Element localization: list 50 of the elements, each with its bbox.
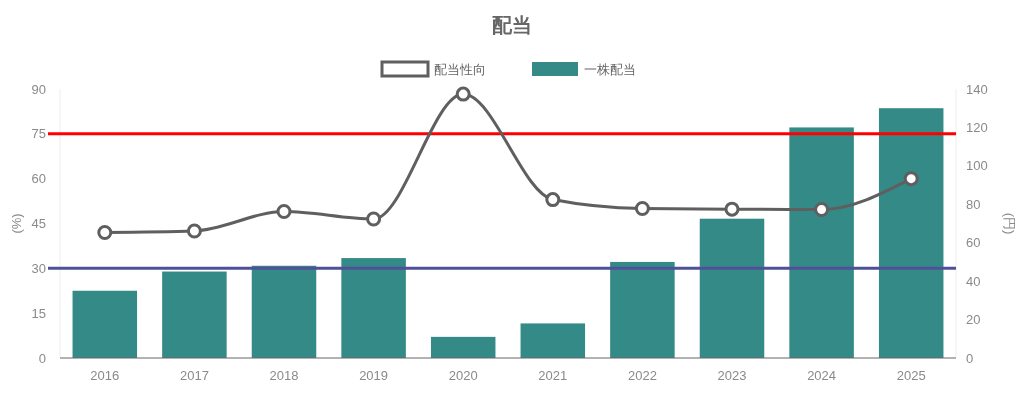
bar bbox=[789, 127, 854, 358]
x-tick-label: 2017 bbox=[179, 368, 209, 383]
bar bbox=[341, 258, 406, 358]
y2-tick-label: 120 bbox=[966, 119, 988, 135]
y2-tick-label: 40 bbox=[966, 273, 981, 289]
bar bbox=[699, 218, 765, 358]
x-tick-label: 2020 bbox=[448, 368, 478, 383]
x-tick-label: 2018 bbox=[269, 368, 299, 383]
bar bbox=[610, 261, 675, 358]
y-axis-title: (%) bbox=[8, 213, 24, 234]
x-tick-label: 2022 bbox=[627, 368, 657, 383]
x-tick-label: 2025 bbox=[896, 368, 926, 383]
x-tick-label: 2021 bbox=[538, 368, 568, 383]
y-tick-label: 15 bbox=[31, 305, 46, 321]
y2-tick-label: 140 bbox=[966, 81, 988, 97]
y-tick-label: 45 bbox=[31, 216, 46, 232]
legend-label: 配当性向 bbox=[434, 61, 486, 77]
point bbox=[634, 201, 650, 217]
bar bbox=[162, 271, 227, 358]
x-tick-label: 2019 bbox=[359, 368, 389, 383]
bar bbox=[251, 265, 317, 358]
x-tick-label: 2024 bbox=[807, 368, 837, 383]
x-tick-label: 2016 bbox=[90, 368, 120, 383]
y2-tick-label: 80 bbox=[966, 196, 981, 212]
y2-tick-label: 0 bbox=[966, 350, 974, 366]
y-tick-label: 0 bbox=[38, 350, 46, 366]
point bbox=[455, 86, 471, 102]
y2-axis-title: (円) bbox=[1002, 212, 1018, 235]
y-tick-label: 90 bbox=[31, 81, 46, 97]
bar bbox=[430, 336, 496, 358]
point bbox=[186, 223, 202, 239]
bar bbox=[72, 290, 138, 358]
bar bbox=[520, 323, 586, 358]
bar bbox=[878, 108, 944, 358]
point bbox=[366, 211, 382, 227]
legend-label: 一株配当 bbox=[584, 61, 636, 77]
y2-tick-label: 60 bbox=[966, 235, 981, 251]
y2-tick-label: 100 bbox=[966, 158, 988, 174]
chart-title: 配当 bbox=[492, 14, 532, 36]
y-tick-label: 75 bbox=[31, 126, 46, 142]
point bbox=[97, 224, 113, 240]
y-tick-label: 30 bbox=[31, 260, 46, 276]
point bbox=[545, 192, 561, 208]
y-tick-label: 60 bbox=[31, 171, 46, 187]
point bbox=[814, 201, 830, 217]
point bbox=[276, 204, 292, 220]
point bbox=[903, 171, 919, 187]
point bbox=[724, 201, 740, 217]
x-tick-label: 2023 bbox=[717, 368, 747, 383]
y2-tick-label: 20 bbox=[966, 312, 981, 328]
